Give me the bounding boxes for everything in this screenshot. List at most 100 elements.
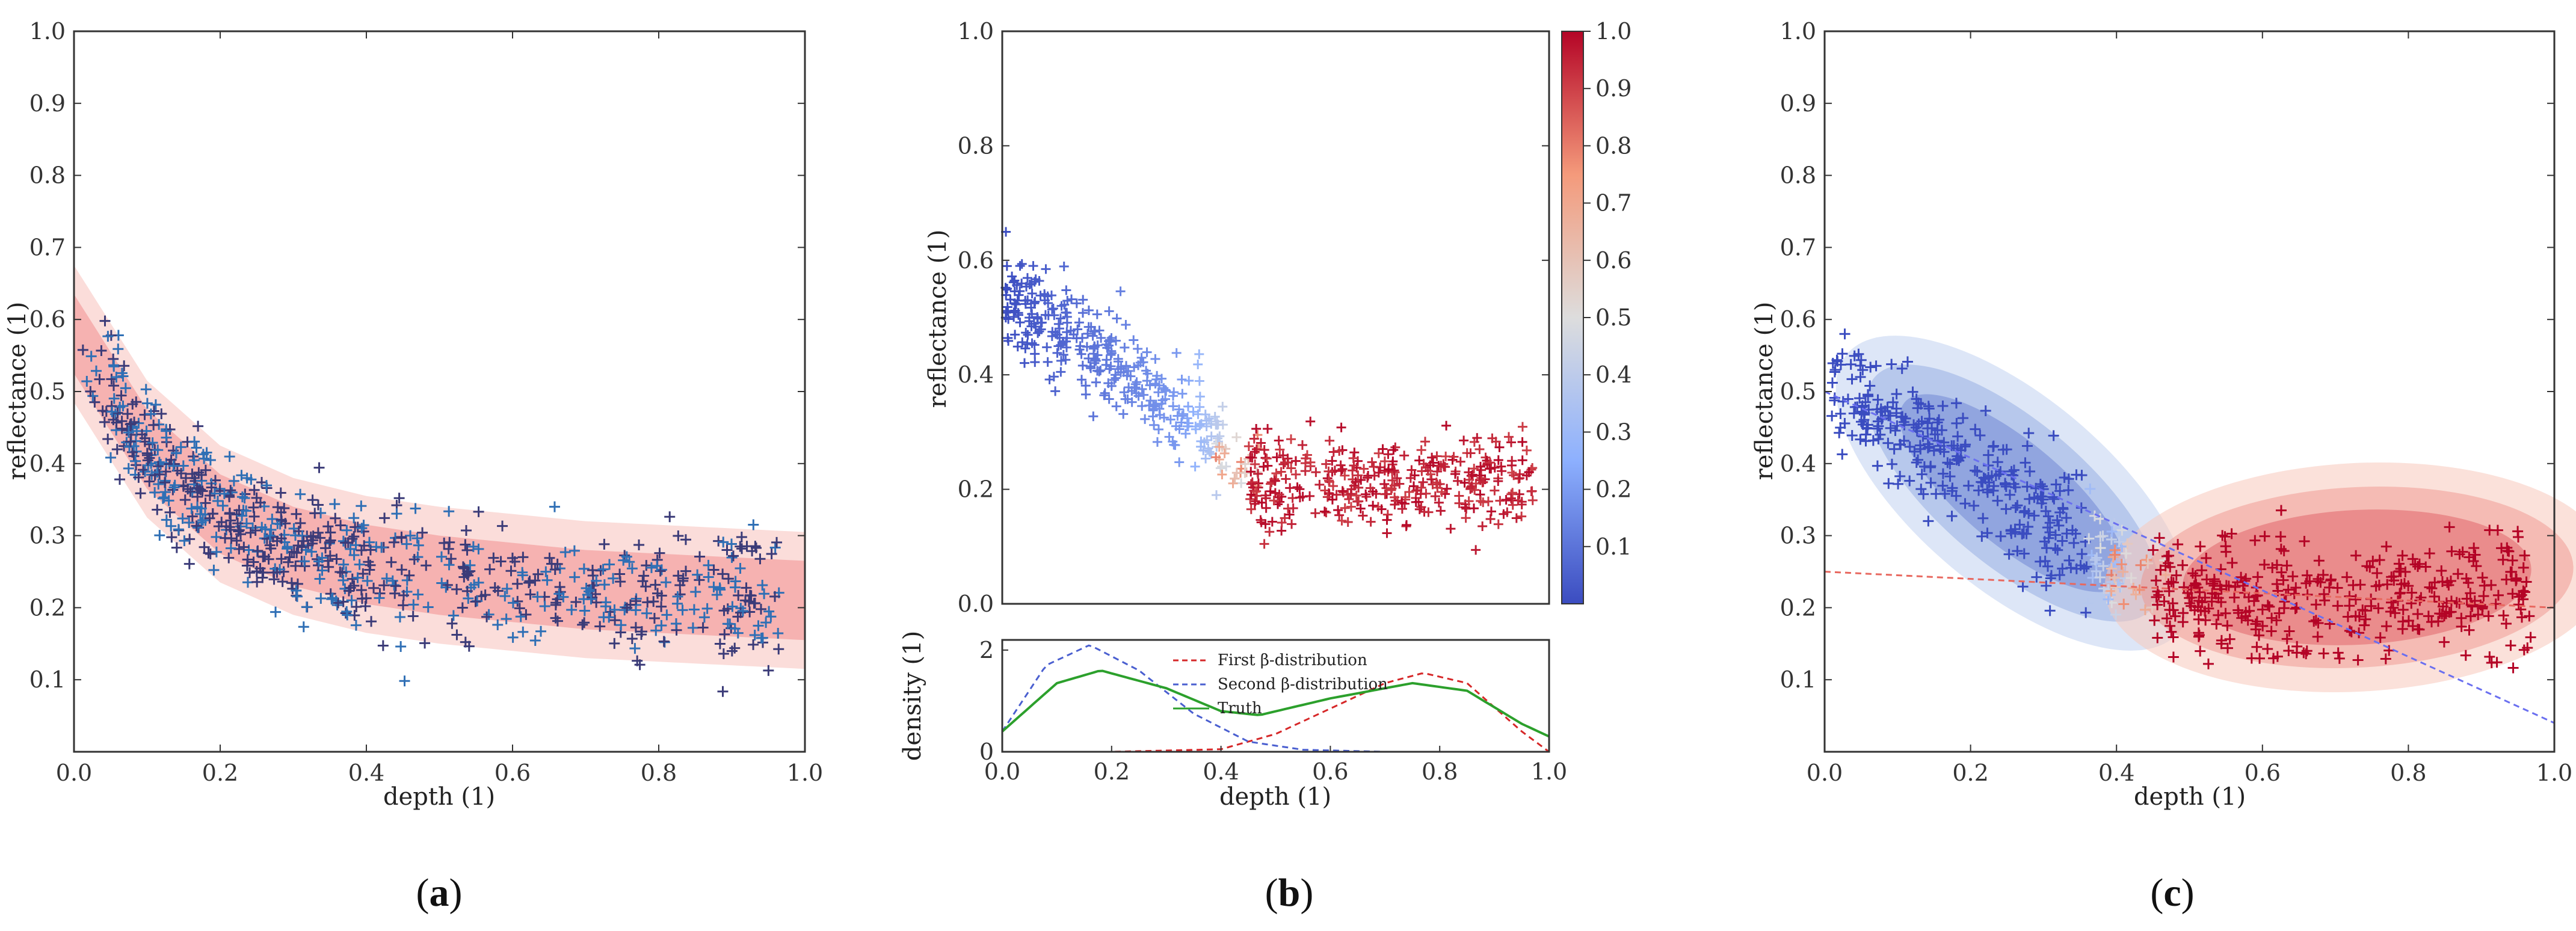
scatter-point	[1886, 458, 1897, 470]
scatter-point	[165, 520, 177, 532]
x-tick-label: 1.0	[787, 760, 823, 786]
scatter-point	[2465, 588, 2476, 599]
scatter-point	[325, 527, 336, 538]
scatter-point	[1376, 504, 1387, 514]
scatter-point	[1896, 411, 1907, 423]
scatter-point	[1193, 359, 1203, 369]
scatter-point	[1074, 345, 1085, 355]
scatter-point	[1411, 497, 1421, 507]
scatter-point	[2397, 616, 2409, 627]
scatter-point	[327, 592, 338, 604]
scatter-point	[1157, 395, 1168, 405]
scatter-point	[1899, 419, 1910, 431]
scatter-point	[2226, 557, 2238, 568]
scatter-point	[1915, 484, 1927, 495]
scatter-point	[1459, 435, 1469, 446]
scatter-point	[297, 530, 308, 541]
scatter-point	[442, 579, 453, 591]
scatter-point	[469, 579, 480, 591]
scatter-point	[2195, 541, 2206, 552]
scatter-point	[329, 499, 340, 510]
scatter-point	[760, 617, 772, 628]
scatter-point	[1826, 410, 1838, 422]
scatter-point	[1119, 387, 1129, 398]
scatter-point	[1259, 445, 1269, 455]
scatter-point	[352, 572, 363, 583]
scatter-point	[347, 573, 358, 585]
scatter-point	[1992, 456, 2003, 468]
scatter-point	[1839, 418, 1850, 429]
scatter-point	[1507, 467, 1517, 478]
scatter-point	[395, 641, 407, 652]
scatter-point	[1982, 487, 1993, 498]
scatter-point	[1106, 350, 1116, 360]
scatter-point	[2248, 595, 2260, 607]
scatter-point	[145, 408, 156, 420]
scatter-point	[1120, 394, 1130, 404]
scatter-point	[1399, 450, 1410, 461]
scatter-point	[2050, 479, 2062, 490]
scatter-point	[99, 315, 111, 327]
scatter-point	[1951, 454, 1962, 466]
scatter-point	[2438, 636, 2450, 648]
scatter-point	[2461, 593, 2473, 604]
x-tick-label: 0.8	[641, 760, 677, 786]
scatter-point	[1367, 457, 1377, 467]
scatter-point	[2222, 642, 2233, 654]
scatter-point	[1514, 473, 1524, 483]
scatter-point	[1885, 422, 1896, 434]
scatter-point	[2165, 561, 2176, 573]
scatter-point	[1923, 401, 1934, 412]
scatter-point	[123, 427, 134, 438]
scatter-point	[1129, 335, 1139, 345]
scatter-point	[723, 573, 734, 585]
scatter-point	[218, 488, 230, 499]
x-axis-label: depth (1)	[383, 783, 495, 811]
scatter-point	[609, 638, 620, 649]
scatter-point	[2264, 601, 2275, 612]
scatter-point	[737, 605, 748, 616]
scatter-point	[1337, 486, 1348, 496]
scatter-point	[2452, 568, 2464, 580]
scatter-point	[1231, 468, 1242, 478]
scatter-point	[257, 552, 269, 563]
scatter-point	[1333, 505, 1343, 515]
scatter-point	[186, 503, 197, 514]
colorbar	[1561, 31, 1584, 604]
scatter-point	[2021, 481, 2033, 493]
scatter-point	[1052, 348, 1062, 358]
scatter-point	[2128, 583, 2139, 594]
scatter-point	[2039, 555, 2051, 567]
scatter-point	[1973, 485, 1985, 496]
scatter-point	[1450, 469, 1460, 479]
scatter-point	[2029, 510, 2040, 521]
scatter-point	[1992, 495, 2003, 506]
scatter-point	[674, 589, 686, 600]
scatter-point	[348, 580, 360, 591]
scatter-point	[2510, 575, 2522, 586]
scatter-point	[1950, 398, 1962, 409]
scatter-point	[1432, 451, 1442, 461]
scatter-point	[1354, 482, 1364, 493]
scatter-point	[2149, 615, 2160, 626]
scatter-point	[2063, 555, 2075, 566]
scatter-point	[708, 581, 719, 592]
scatter-point	[744, 606, 756, 618]
scatter-point	[1195, 392, 1205, 402]
scatter-points	[1000, 227, 1538, 555]
scatter-point	[167, 484, 179, 496]
scatter-point	[2521, 576, 2532, 588]
scatter-point	[156, 408, 167, 419]
scatter-point	[515, 611, 526, 622]
scatter-point	[1215, 463, 1225, 473]
scatter-point	[1416, 445, 1426, 455]
scatter-point	[1369, 462, 1379, 472]
scatter-point	[248, 484, 260, 496]
scatter-point	[2216, 638, 2227, 650]
scatter-point	[1249, 499, 1260, 509]
scatter-point	[1210, 411, 1220, 422]
scatter-point	[91, 365, 102, 376]
scatter-point	[1527, 495, 1538, 505]
y-tick-label: 0.4	[29, 450, 66, 477]
scatter-point	[2121, 548, 2132, 559]
